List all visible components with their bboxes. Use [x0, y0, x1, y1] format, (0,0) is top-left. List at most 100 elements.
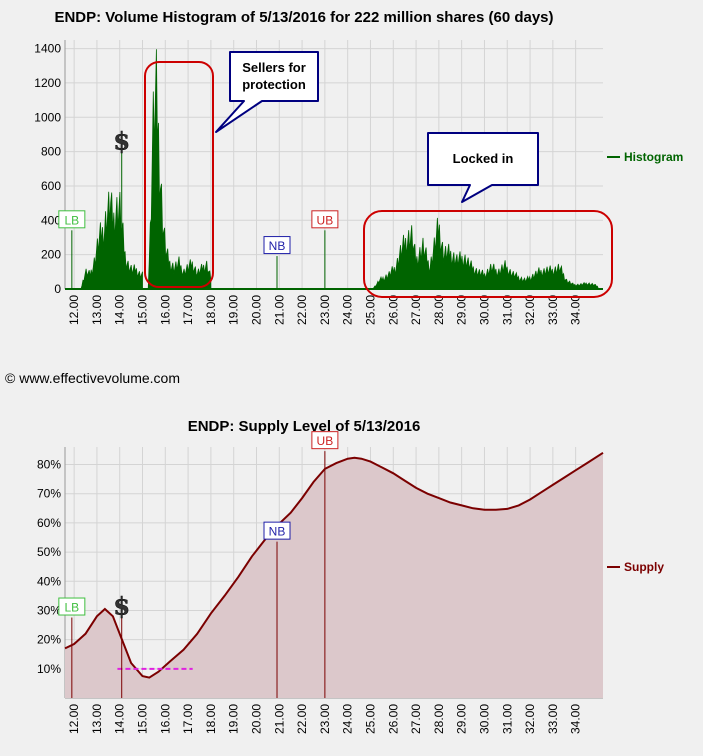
ub-marker-box: [311, 210, 339, 229]
x-tick-label: 23.00: [318, 295, 332, 325]
y-tick-label: 1200: [34, 76, 61, 90]
histogram-x-ticks: 12.00 13.00 14.00 15.00 16.00 17.00 18.00 19.00…: [67, 295, 583, 325]
y-tick-label: 20%: [37, 633, 61, 647]
nb-marker-box: [263, 236, 291, 255]
ub-marker-label: UB: [317, 434, 334, 448]
y-tick-label: 600: [41, 179, 61, 193]
histogram-segment: [80, 191, 143, 290]
x-tick-label: 31.00: [500, 295, 514, 325]
x-tick-label: 14.00: [113, 704, 127, 734]
copyright-text: © www.effectivevolume.com: [5, 370, 181, 386]
y-tick-label: 40%: [37, 574, 61, 588]
lb-marker-box: [58, 210, 86, 229]
x-tick-label: 33.00: [546, 704, 560, 734]
x-tick-label: 27.00: [409, 295, 423, 325]
x-tick-label: 12.00: [67, 295, 81, 325]
y-tick-label: 800: [41, 145, 61, 159]
y-tick-label: 400: [41, 213, 61, 227]
nb-marker-label: NB: [269, 239, 286, 253]
lb-marker-label: LB: [64, 213, 79, 227]
x-tick-label: 29.00: [455, 295, 469, 325]
x-tick-label: 31.00: [500, 704, 514, 734]
histogram-bars: [65, 49, 603, 290]
supply-grid: [64, 447, 603, 699]
x-tick-label: 18.00: [204, 704, 218, 734]
x-tick-label: 19.00: [227, 295, 241, 325]
histogram-legend: Histogram: [607, 150, 683, 164]
x-tick-label: 24.00: [341, 295, 355, 325]
ub-marker-label: UB: [317, 213, 334, 227]
histogram-legend-label: Histogram: [624, 150, 683, 164]
histogram-segment: [372, 217, 600, 290]
supply-title: ENDP: Supply Level of 5/13/2016: [188, 418, 421, 435]
x-tick-label: 16.00: [158, 704, 172, 734]
x-tick-label: 34.00: [569, 704, 583, 734]
x-tick-label: 20.00: [249, 704, 263, 734]
x-tick-label: 21.00: [272, 295, 286, 325]
x-tick-label: 28.00: [432, 704, 446, 734]
x-tick-label: 20.00: [249, 295, 263, 325]
y-tick-label: 70%: [37, 487, 61, 501]
x-tick-label: 32.00: [523, 704, 537, 734]
lb-marker-box: [58, 597, 86, 616]
x-tick-label: 19.00: [227, 704, 241, 734]
y-tick-label: 30%: [37, 603, 61, 617]
y-tick-label: 200: [41, 248, 61, 262]
x-tick-label: 17.00: [181, 295, 195, 325]
lb-marker-label: LB: [64, 601, 79, 615]
dollar-marker: $: [113, 127, 130, 156]
x-tick-label: 26.00: [386, 704, 400, 734]
y-tick-label: 0: [54, 282, 61, 296]
histogram-y-ticks: 0 200 400 600 800 1000 1200 1400: [34, 42, 61, 296]
x-tick-label: 25.00: [363, 704, 377, 734]
histogram-segment: [147, 49, 212, 290]
x-tick-label: 30.00: [477, 704, 491, 734]
x-tick-label: 30.00: [477, 295, 491, 325]
locked-in-callout: Locked in: [427, 132, 539, 203]
y-tick-label: 80%: [37, 458, 61, 472]
x-tick-label: 18.00: [204, 295, 218, 325]
x-tick-label: 13.00: [90, 704, 104, 734]
y-tick-label: 1400: [34, 42, 61, 56]
sellers-callout: Sellers for protection: [215, 51, 319, 133]
supply-markers: LB $ NB UB: [58, 431, 339, 698]
sellers-callout-line1: Sellers for protection: [242, 60, 306, 92]
x-tick-label: 34.00: [569, 295, 583, 325]
supply-x-ticks: 12.00 13.00 14.00 15.00 16.00 17.00 18.00 19.00…: [67, 704, 583, 734]
histogram-markers: LB $ NB UB: [58, 126, 339, 289]
y-tick-label: 1000: [34, 110, 61, 124]
supply-legend-label: Supply: [624, 560, 664, 574]
histogram-title: ENDP: Volume Histogram of 5/13/2016 for …: [54, 9, 553, 26]
x-tick-label: 17.00: [181, 704, 195, 734]
supply-y-ticks: 10% 20% 30% 40% 50% 60% 70% 80%: [37, 458, 61, 676]
nb-marker-label: NB: [269, 525, 286, 539]
sellers-highlight-box: [144, 61, 214, 288]
x-tick-label: 15.00: [136, 295, 150, 325]
ub-marker-box: [311, 431, 339, 450]
locked-in-highlight-box: [363, 210, 613, 298]
x-tick-label: 12.00: [67, 704, 81, 734]
x-tick-label: 29.00: [455, 704, 469, 734]
supply-legend: Supply: [607, 560, 664, 574]
y-tick-label: 10%: [37, 662, 61, 676]
supply-line: [64, 451, 604, 679]
x-tick-label: 14.00: [113, 295, 127, 325]
dollar-marker: $: [113, 591, 130, 620]
x-tick-label: 28.00: [432, 295, 446, 325]
supply-fill: [65, 452, 603, 698]
x-tick-label: 24.00: [341, 704, 355, 734]
x-tick-label: 16.00: [158, 295, 172, 325]
x-tick-label: 32.00: [523, 295, 537, 325]
y-tick-label: 50%: [37, 545, 61, 559]
locked-in-callout-text: Locked in: [453, 151, 514, 166]
x-tick-label: 22.00: [295, 704, 309, 734]
plot-background: [65, 447, 603, 698]
x-tick-label: 23.00: [318, 704, 332, 734]
volume-histogram-chart: ENDP: Volume Histogram of 5/13/2016 for …: [34, 9, 683, 325]
x-tick-label: 26.00: [386, 295, 400, 325]
x-tick-label: 25.00: [363, 295, 377, 325]
x-tick-label: 15.00: [136, 704, 150, 734]
x-tick-label: 27.00: [409, 704, 423, 734]
x-tick-label: 33.00: [546, 295, 560, 325]
x-tick-label: 22.00: [295, 295, 309, 325]
